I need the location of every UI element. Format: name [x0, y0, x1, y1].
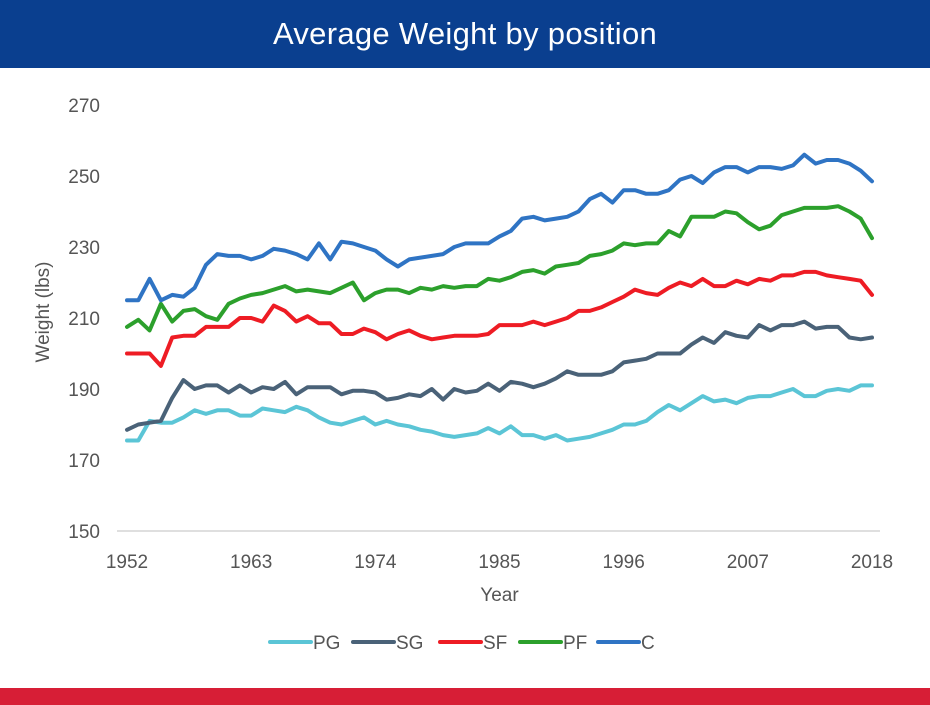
title-bar: Average Weight by position — [0, 0, 930, 68]
bottom-accent-bar — [0, 688, 930, 705]
y-tick-label: 270 — [68, 96, 100, 117]
series-line-c — [125, 152, 874, 303]
y-tick-label: 170 — [68, 451, 100, 472]
series-line-pf — [125, 204, 874, 333]
axes: 150 170 190 210 230 250 270 1952 1963 1974 1985 199… — [33, 96, 893, 606]
y-tick-label: 150 — [68, 522, 100, 543]
x-tick-label: 1974 — [354, 552, 397, 573]
chart-title: Average Weight by position — [272, 16, 658, 51]
series-line-sg — [125, 319, 874, 432]
x-axis-title: Year — [480, 585, 519, 606]
x-tick-label: 1963 — [230, 552, 272, 573]
y-tick-label: 190 — [68, 380, 100, 401]
series-line-pg — [125, 383, 874, 443]
x-tick-label: 2018 — [851, 552, 893, 573]
y-tick-label: 250 — [68, 167, 100, 188]
legend-label-c: C — [641, 633, 655, 654]
y-tick-label: 210 — [68, 309, 100, 330]
legend-label-sf: SF — [483, 633, 507, 654]
x-tick-label: 2007 — [727, 552, 769, 573]
series-line-sf — [125, 269, 874, 368]
y-axis-title: Weight (lbs) — [33, 261, 54, 362]
series-lines — [125, 152, 874, 443]
legend-label-pg: PG — [313, 633, 340, 654]
legend: PG SG SF PF C — [268, 633, 655, 654]
y-tick-label: 230 — [68, 238, 100, 259]
x-tick-label: 1985 — [478, 552, 520, 573]
x-tick-label: 1996 — [603, 552, 645, 573]
legend-label-sg: SG — [396, 633, 423, 654]
legend-label-pf: PF — [563, 633, 587, 654]
x-tick-label: 1952 — [106, 552, 148, 573]
